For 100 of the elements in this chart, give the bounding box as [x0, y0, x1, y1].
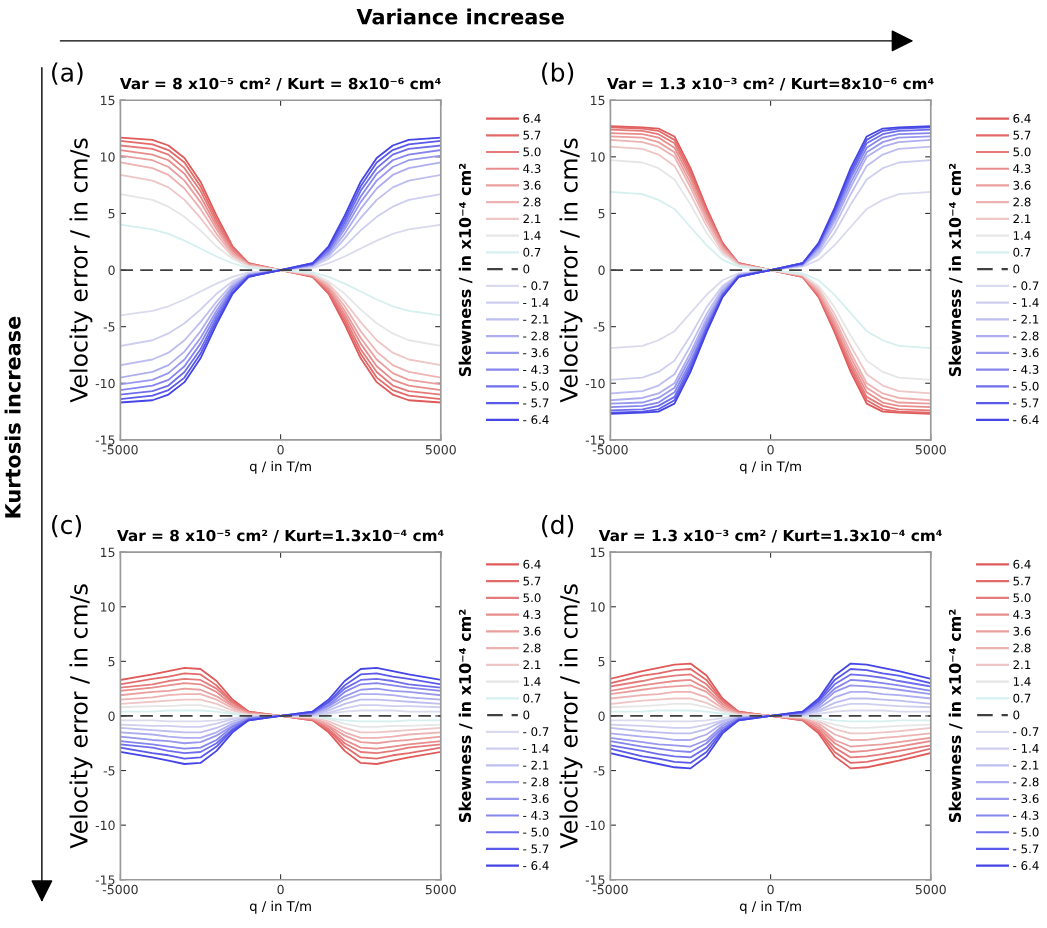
y-tick-label: -5 — [593, 322, 605, 332]
y-axis-title: Velocity error / in cm/s — [69, 138, 93, 403]
legend-label: 5.0 — [1013, 593, 1031, 603]
legend-label: - 2.1 — [1013, 760, 1039, 770]
y-tick-label: 0 — [598, 265, 605, 275]
legend-label: 0 — [523, 710, 530, 720]
y-tick-label: -15 — [585, 875, 605, 885]
text: (a) — [52, 62, 83, 85]
legend-label: 2.1 — [1013, 214, 1031, 224]
legend-label: - 0.7 — [1013, 727, 1039, 737]
x-tick-label: 0 — [767, 444, 774, 455]
legend-label: - 4.3 — [523, 810, 549, 820]
legend-label: 1.4 — [1013, 231, 1031, 240]
legend-label: - 1.4 — [523, 298, 549, 307]
legend-label: - 5.0 — [523, 827, 549, 837]
y-tick-label: 5 — [108, 209, 115, 219]
y-tick-label: 15 — [101, 95, 115, 106]
legend-label: 0 — [523, 264, 530, 274]
legend-label: 4.3 — [523, 610, 541, 619]
legend-title: Skewness / in x10⁻⁴ cm² — [948, 609, 963, 823]
x-tick-label: -5000 — [592, 884, 628, 895]
x-tick-label: 5000 — [425, 884, 456, 895]
legend-label: 6.4 — [1013, 113, 1031, 123]
y-tick-label: 15 — [591, 547, 605, 558]
y-tick-label: 15 — [591, 95, 605, 106]
legend-label: - 2.1 — [523, 760, 549, 770]
legend-label: - 1.4 — [1013, 298, 1039, 307]
legend-label: 5.7 — [523, 130, 541, 140]
y-tick-label: 10 — [591, 152, 605, 162]
legend-label: 2.8 — [1013, 197, 1031, 207]
text: (d) — [542, 514, 574, 538]
legend-label: 5.0 — [1013, 147, 1031, 157]
legend-label: 4.3 — [1013, 610, 1031, 619]
legend-label: - 6.4 — [523, 415, 549, 425]
legend-label: 2.1 — [1013, 660, 1031, 669]
legend-label: 4.3 — [1013, 164, 1031, 174]
legend-label: - 0.7 — [523, 727, 549, 737]
y-tick-label: -5 — [103, 766, 115, 776]
chart-title: Var = 1.3 x10⁻³ cm² / Kurt=8x10⁻⁶ cm⁴ — [607, 77, 934, 91]
legend-label: 1.4 — [523, 677, 541, 686]
legend-title: Skewness / in x10⁻⁴ cm² — [458, 609, 473, 823]
x-axis-title: q / in T/m — [739, 461, 801, 474]
legend-label: 5.7 — [1013, 576, 1031, 586]
legend-label: - 2.8 — [1013, 777, 1039, 787]
x-tick-label: 5000 — [915, 444, 946, 455]
y-tick-label: -15 — [95, 875, 115, 885]
legend-label: 5.7 — [1013, 130, 1031, 140]
y-tick-label: 10 — [101, 602, 115, 612]
x-tick-label: 0 — [767, 884, 774, 895]
legend-label: - 4.3 — [523, 364, 549, 374]
legend-label: 0 — [1013, 710, 1020, 720]
text: (c) — [52, 514, 82, 538]
y-tick-label: -10 — [585, 820, 605, 831]
legend-label: 2.8 — [523, 197, 541, 207]
legend-label: - 5.7 — [523, 844, 549, 854]
legend-label: - 6.4 — [1013, 861, 1039, 871]
y-tick-label: -15 — [95, 435, 115, 445]
legend-label: - 2.8 — [523, 777, 549, 787]
legend-label: - 3.6 — [1013, 348, 1039, 358]
legend-label: 1.4 — [523, 231, 541, 240]
x-axis-title: q / in T/m — [739, 900, 801, 914]
chart-title: Var = 8 x10⁻⁵ cm² / Kurt=1.3x10⁻⁴ cm⁴ — [117, 529, 444, 543]
y-tick-label: 0 — [598, 711, 605, 721]
y-axis-title: Velocity error / in cm/s — [69, 584, 93, 849]
y-tick-label: -15 — [585, 435, 605, 445]
legend-label: - 2.1 — [1013, 314, 1039, 324]
x-tick-label: 5000 — [915, 884, 946, 895]
legend-label: 3.6 — [523, 626, 541, 636]
legend-label: 5.0 — [523, 147, 541, 157]
legend-label: - 6.4 — [1013, 415, 1039, 425]
y-tick-label: -5 — [593, 766, 605, 776]
y-tick-label: -5 — [103, 322, 115, 332]
legend-label: - 2.1 — [523, 314, 549, 324]
legend-label: - 3.6 — [523, 348, 549, 358]
text: Variance increase — [356, 8, 564, 25]
legend-label: - 5.7 — [1013, 398, 1039, 408]
legend-label: - 4.3 — [1013, 364, 1039, 374]
legend-label: 2.8 — [523, 643, 541, 653]
y-tick-label: -10 — [585, 378, 605, 389]
text: (b) — [542, 62, 574, 85]
y-tick-label: 5 — [108, 656, 115, 667]
legend-label: 0 — [1013, 264, 1020, 274]
legend-label: 2.1 — [523, 660, 541, 669]
x-tick-label: -5000 — [102, 444, 138, 455]
y-tick-label: 5 — [598, 209, 605, 219]
y-tick-label: 10 — [591, 602, 605, 612]
x-tick-label: 5000 — [425, 444, 456, 455]
legend-label: - 3.6 — [523, 794, 549, 804]
legend-label: - 6.4 — [523, 861, 549, 871]
legend-title: Skewness / in x10⁻⁴ cm² — [458, 163, 473, 377]
legend-label: - 1.4 — [523, 744, 549, 753]
legend-label: 5.0 — [523, 593, 541, 603]
x-tick-label: -5000 — [102, 884, 138, 895]
legend-label: - 5.0 — [1013, 827, 1039, 837]
chart-title: Var = 8 x10⁻⁵ cm² / Kurt = 8x10⁻⁶ cm⁴ — [119, 77, 441, 91]
y-tick-label: 0 — [108, 711, 115, 721]
y-tick-label: 5 — [598, 656, 605, 667]
legend-label: - 1.4 — [1013, 744, 1039, 753]
y-axis-title: Velocity error / in cm/s — [559, 584, 583, 849]
legend-label: - 0.7 — [1013, 281, 1039, 291]
